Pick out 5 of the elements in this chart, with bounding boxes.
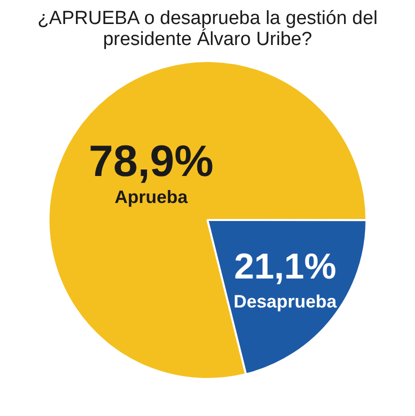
slice-label: Aprueba bbox=[114, 186, 189, 207]
data-label: 21,1% bbox=[234, 246, 336, 287]
slice-label: Desaprueba bbox=[234, 292, 338, 312]
chart-title: ¿APRUEBA o desaprueba la gestión del presidente Álvaro Uribe? bbox=[36, 8, 379, 50]
data-label: 78,9% bbox=[88, 137, 214, 186]
